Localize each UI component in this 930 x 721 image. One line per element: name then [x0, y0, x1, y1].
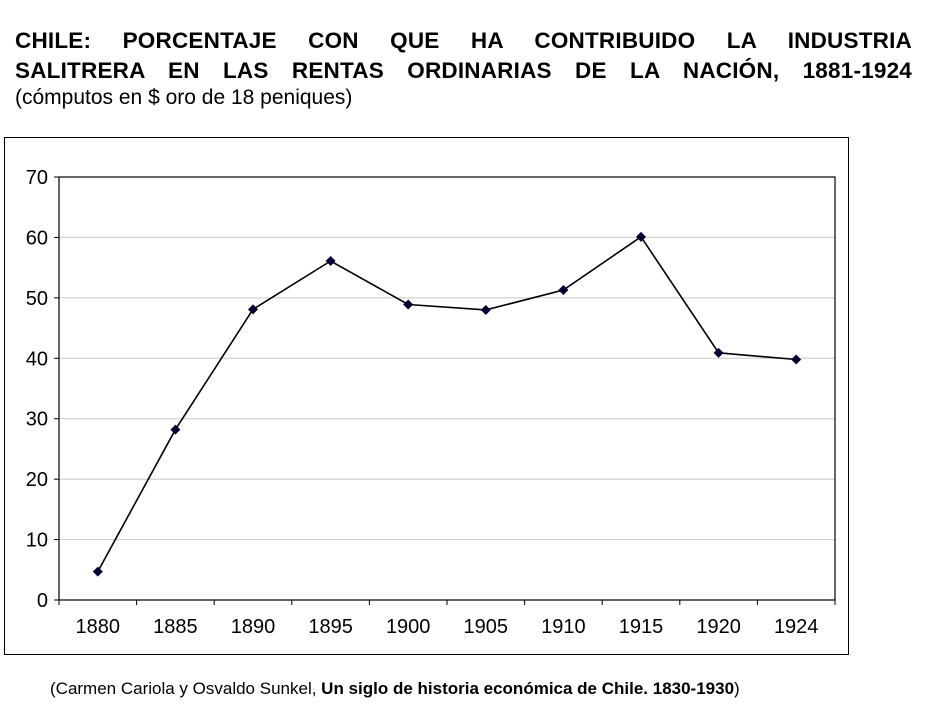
plot-area: [58, 176, 836, 601]
y-tick-label: 70: [26, 167, 48, 189]
y-tick-label: 60: [26, 227, 48, 249]
data-point-marker: [480, 304, 491, 315]
x-tick-label: 1905: [464, 616, 509, 638]
chart-title: CHILE: PORCENTAJE CON QUE HA CONTRIBUIDO…: [15, 26, 912, 86]
data-point-marker: [92, 566, 103, 577]
title-line-2: SALITRERA EN LAS RENTAS ORDINARIAS DE LA…: [15, 58, 912, 83]
series-line: [97, 235, 797, 572]
y-tick-label: 50: [26, 288, 48, 310]
y-tick-label: 0: [37, 590, 48, 612]
y-tick-label: 20: [26, 469, 48, 491]
x-tick-label: 1920: [696, 616, 741, 638]
x-tick-label: 1885: [153, 616, 198, 638]
x-tick-label: 1924: [774, 616, 819, 638]
title-line-1: CHILE: PORCENTAJE CON QUE HA CONTRIBUIDO…: [15, 28, 912, 53]
data-point-marker: [713, 347, 724, 358]
source-book-title: Un siglo de historia económica de Chile.…: [321, 679, 735, 698]
source-authors: (Carmen Cariola y Osvaldo Sunkel,: [50, 679, 322, 698]
data-point-marker: [558, 285, 569, 296]
x-tick-label: 1890: [231, 616, 276, 638]
x-tick-label: 1915: [619, 616, 664, 638]
chart-frame: [4, 137, 849, 655]
source-close: ): [734, 679, 740, 698]
data-point-marker: [325, 255, 336, 266]
x-tick-label: 1910: [541, 616, 586, 638]
x-tick-label: 1880: [76, 616, 121, 638]
data-point-marker: [791, 354, 802, 365]
data-point-marker: [403, 299, 414, 310]
y-tick-label: 30: [26, 409, 48, 431]
x-tick-label: 1900: [386, 616, 431, 638]
data-point-marker: [170, 424, 181, 435]
y-tick-label: 10: [26, 530, 48, 552]
data-point-marker: [248, 304, 258, 315]
data-point-marker: [636, 231, 646, 242]
x-tick-label: 1895: [308, 616, 353, 638]
y-tick-label: 40: [26, 348, 48, 370]
chart-subtitle: (cómputos en $ oro de 18 peniques): [15, 86, 353, 109]
source-citation: (Carmen Cariola y Osvaldo Sunkel, Un sig…: [50, 678, 740, 700]
